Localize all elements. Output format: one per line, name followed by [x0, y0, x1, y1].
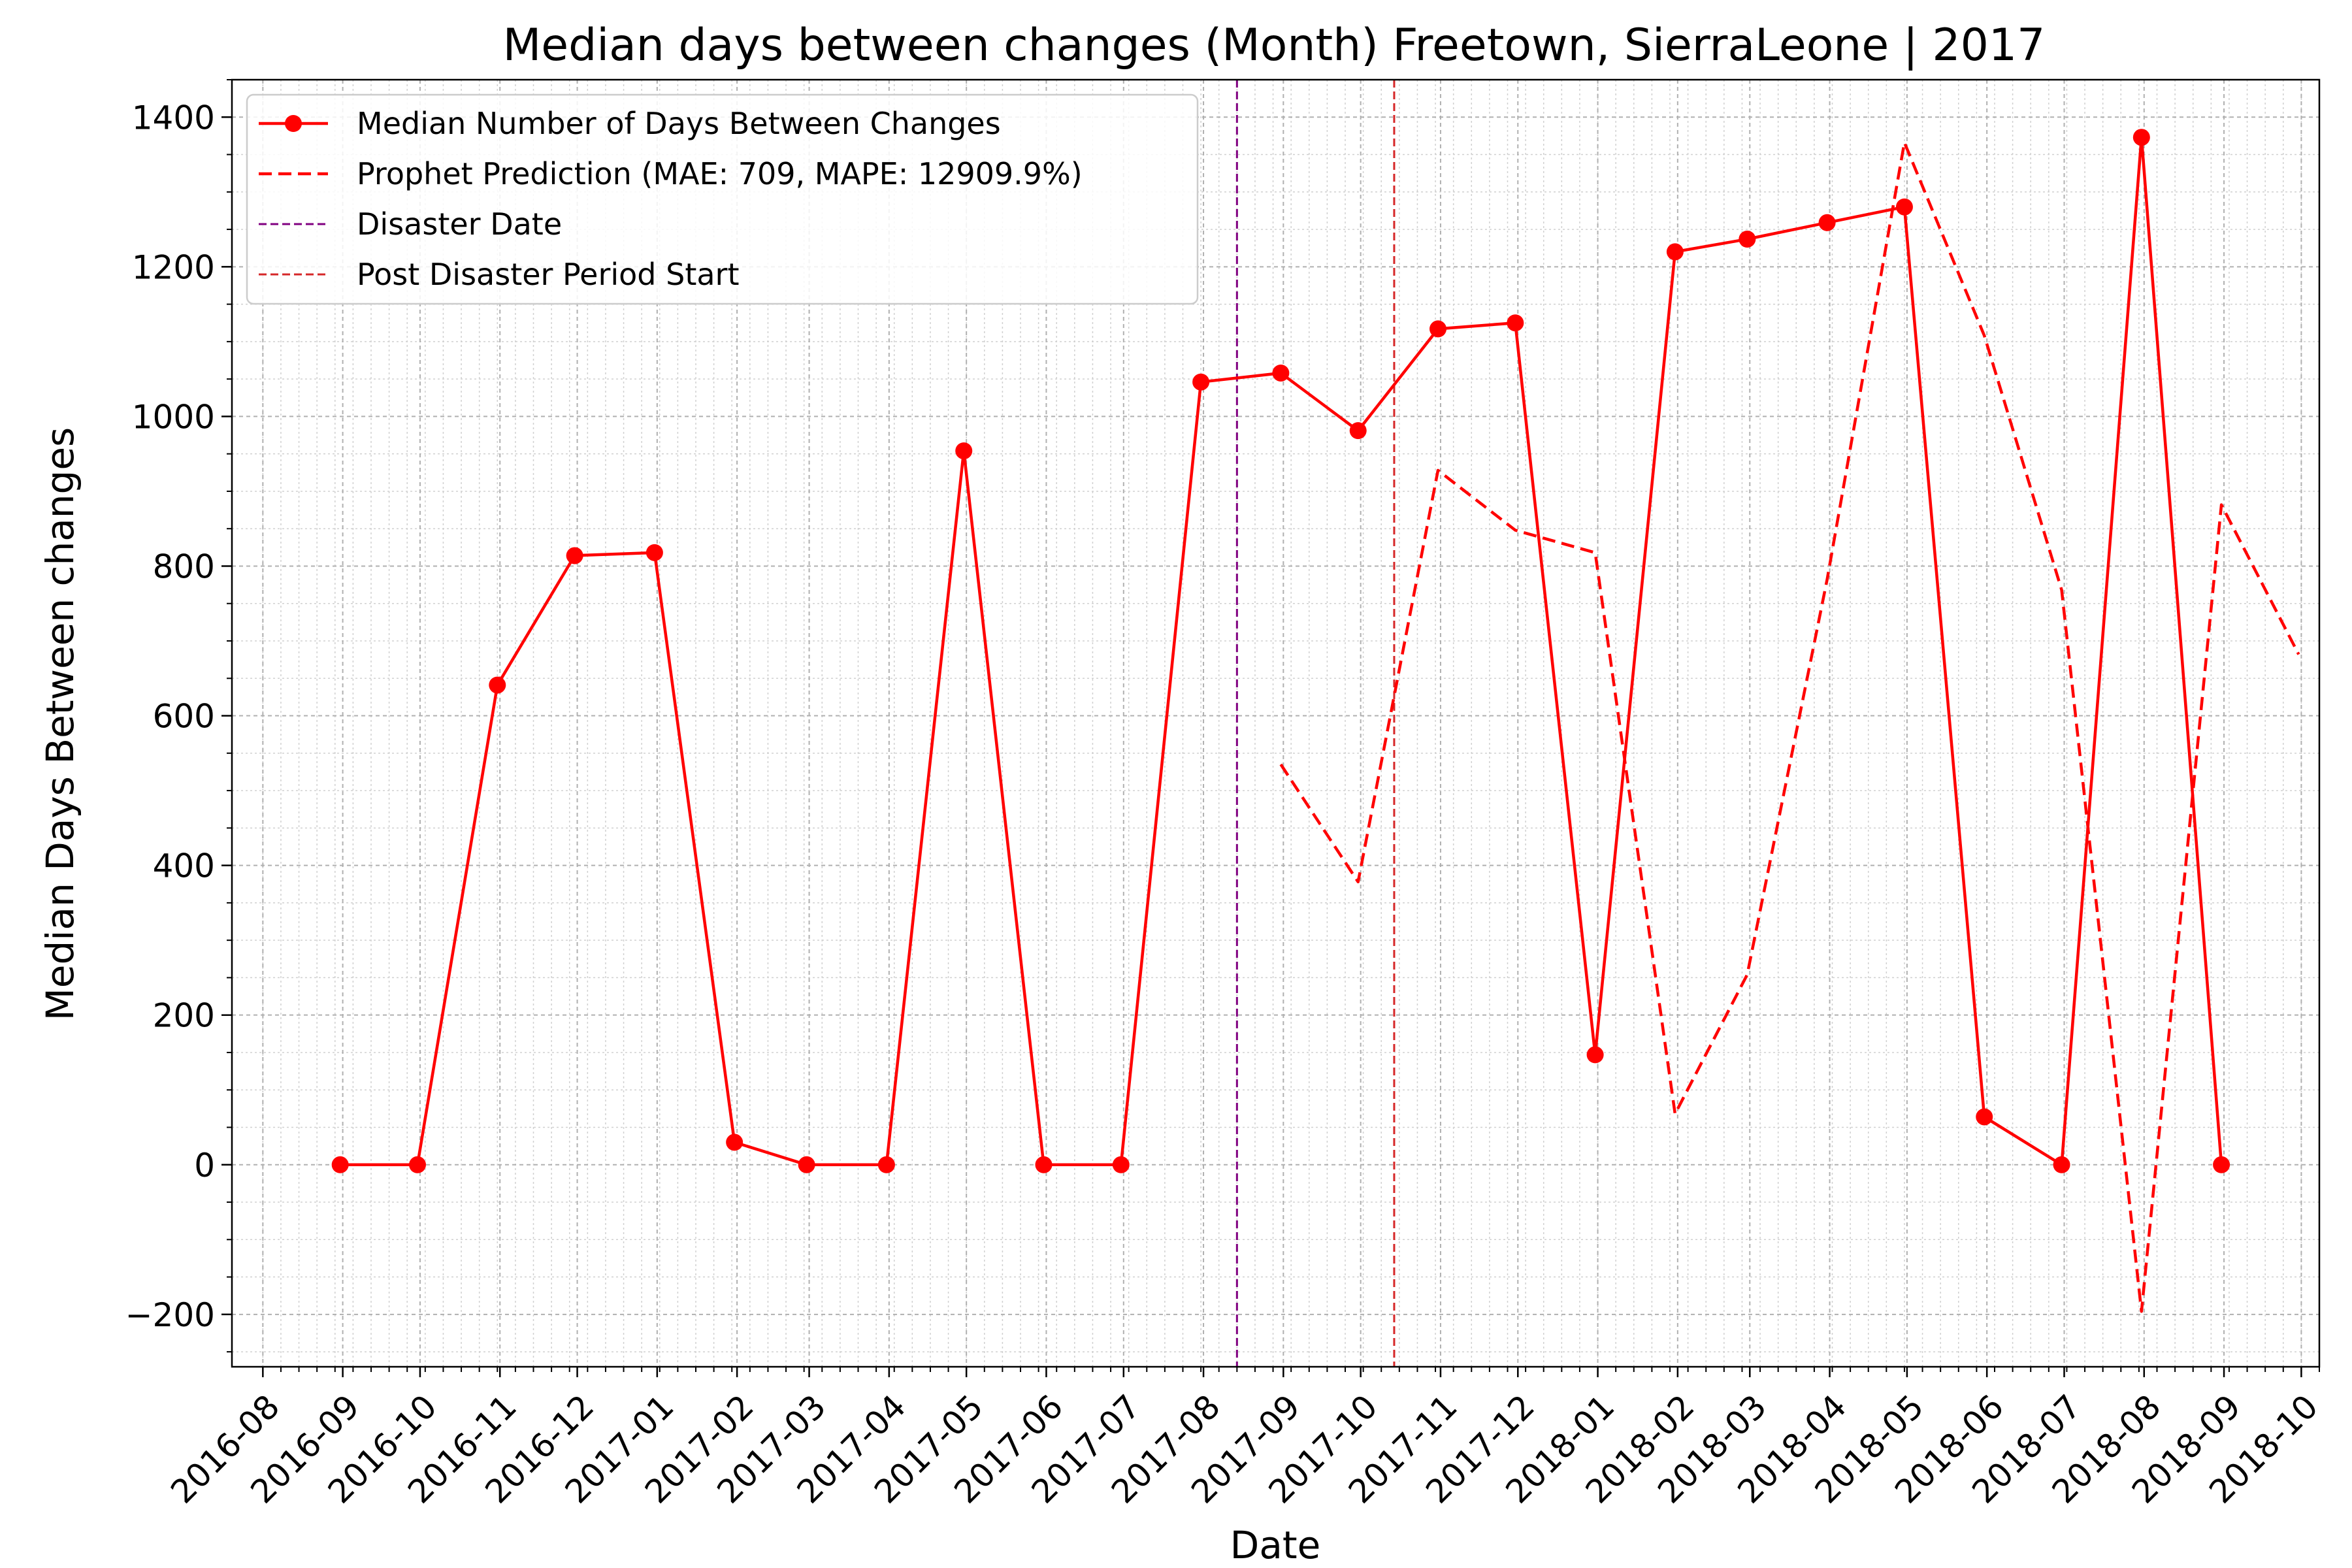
y-tick-label: 600 — [153, 698, 215, 736]
data-point — [645, 544, 663, 561]
legend: Median Number of Days Between Changes Pro… — [246, 93, 1199, 305]
legend-marker — [285, 115, 302, 132]
y-tick-label: 800 — [153, 547, 215, 585]
data-point — [566, 547, 583, 564]
data-point — [726, 1134, 743, 1151]
data-point — [1739, 230, 1756, 248]
data-point — [955, 442, 973, 460]
data-point — [1349, 422, 1367, 440]
data-point — [798, 1156, 815, 1173]
vertical-lines — [1235, 80, 1396, 1367]
data-point — [1507, 314, 1524, 332]
data-point — [877, 1156, 895, 1173]
data-point — [1895, 198, 1913, 216]
data-point — [1192, 373, 1210, 391]
data-point — [2132, 129, 2150, 146]
data-point — [2053, 1156, 2070, 1173]
legend-label: Disaster Date — [357, 206, 562, 242]
data-point — [1818, 214, 1836, 231]
x-axis-label: Date — [1230, 1523, 1321, 1567]
grid — [232, 79, 2320, 1367]
data-point — [409, 1156, 426, 1173]
y-tick-label: 1000 — [132, 398, 215, 436]
legend-label: Post Disaster Period Start — [357, 257, 740, 292]
prediction-series-line — [1279, 140, 2300, 1313]
legend-label: Median Number of Days Between Changes — [357, 106, 1001, 141]
data-point — [2213, 1156, 2230, 1173]
data-point — [1272, 364, 1290, 382]
data-point — [1666, 243, 1684, 261]
y-tick-label: 1200 — [132, 248, 215, 286]
data-point — [1586, 1046, 1604, 1064]
plot-frame — [231, 78, 2321, 1368]
data-point — [1976, 1108, 1993, 1126]
data-point — [331, 1156, 349, 1173]
y-tick-label: 400 — [153, 847, 215, 885]
y-tick-label: 200 — [153, 997, 215, 1035]
y-axis-label: Median Days Between changes — [38, 427, 82, 1021]
x-axis: 2016-082016-092016-102016-112016-122017-… — [163, 1367, 2325, 1511]
data-point — [489, 676, 506, 694]
series-group — [331, 129, 2300, 1313]
y-axis: −200 0 200 400 600 800 1000 1200 1400 — [125, 79, 232, 1353]
y-tick-label: −200 — [125, 1296, 215, 1334]
data-point — [1429, 320, 1446, 338]
legend-label: Prophet Prediction (MAE: 709, MAPE: 1290… — [357, 156, 1083, 191]
y-tick-label: 1400 — [132, 99, 215, 137]
data-point — [1112, 1156, 1130, 1173]
legend-box — [246, 93, 1199, 305]
chart-title: Median days between changes (Month) Free… — [503, 20, 2046, 71]
y-tick-label: 0 — [194, 1147, 215, 1184]
data-point — [1035, 1156, 1053, 1173]
